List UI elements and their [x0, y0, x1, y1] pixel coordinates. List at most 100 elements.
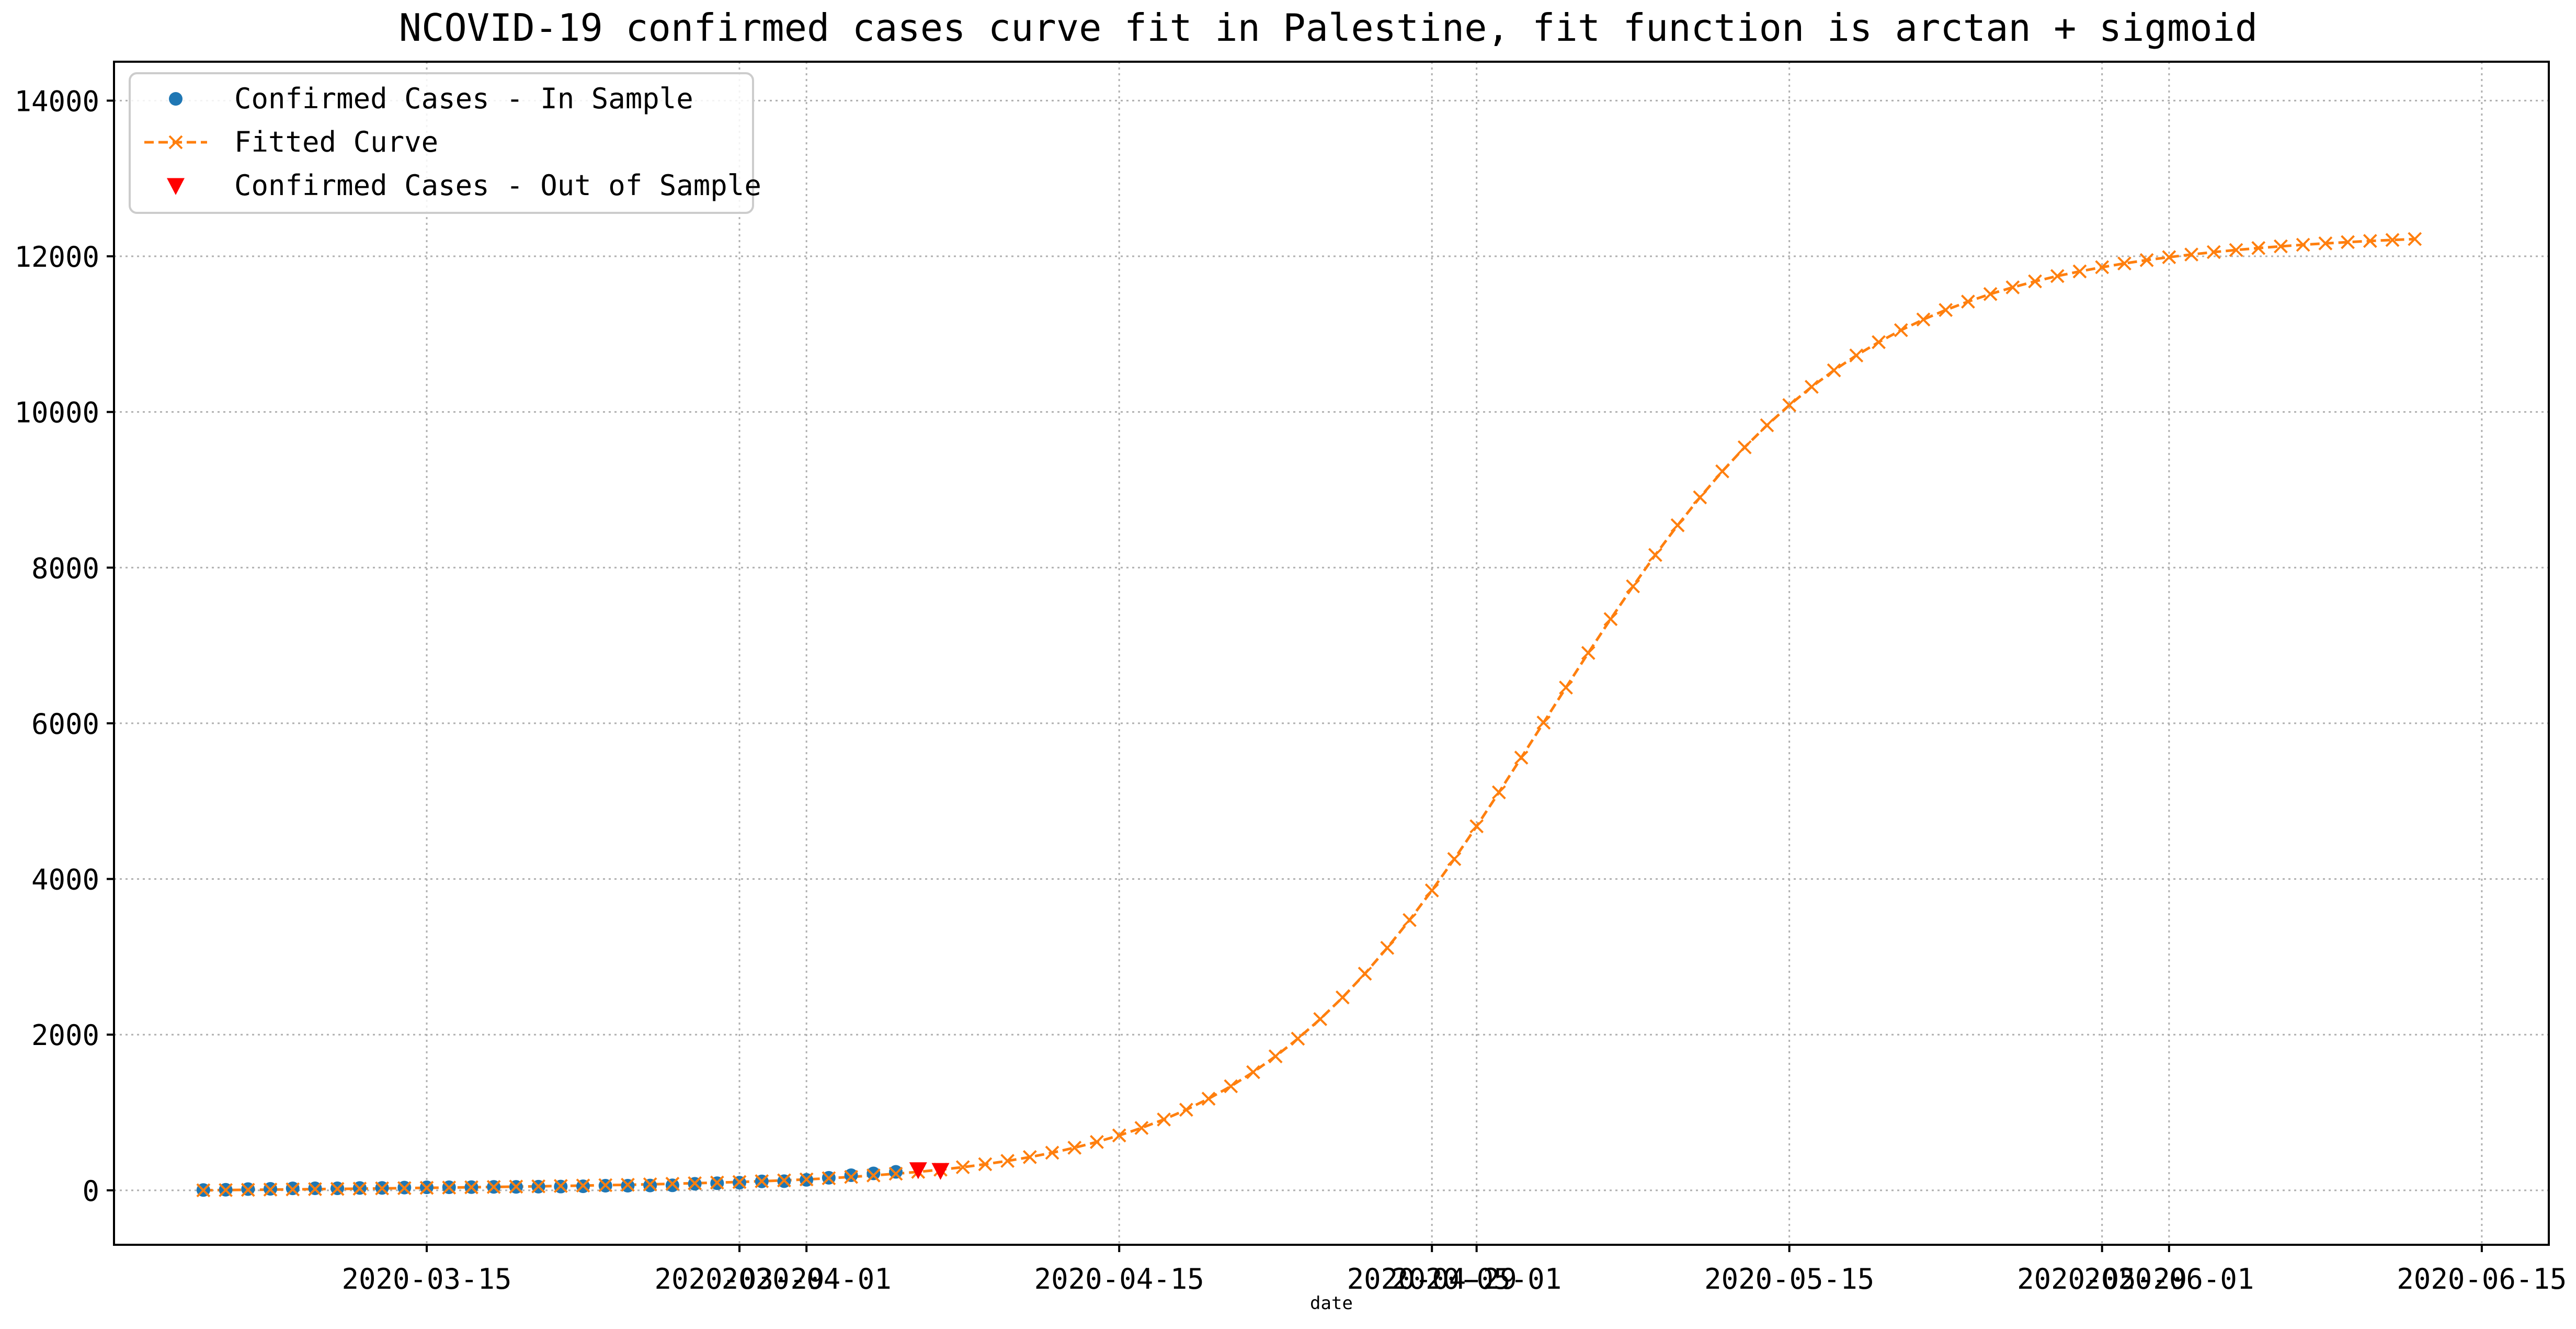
legend-item-fitted-curve: Fitted Curve	[144, 126, 438, 158]
fitted-curve-marker	[2341, 235, 2355, 249]
fitted-curve-marker	[866, 1168, 881, 1183]
fitted-curve-marker	[1693, 490, 1707, 505]
x-axis-label: date	[1310, 1293, 1353, 1314]
x-tick-label: 2020-04-01	[722, 1263, 892, 1296]
fitted-curve-marker	[1737, 440, 1752, 455]
fitted-curve-marker	[1291, 1031, 1305, 1046]
fitted-curve-marker	[978, 1157, 993, 1172]
y-tick-label: 6000	[31, 708, 99, 741]
fitted-curve-marker	[1648, 548, 1662, 562]
x-tick-label: 2020-03-15	[341, 1263, 511, 1296]
legend-marker-fitted-curve	[144, 135, 207, 150]
fitted-curve-marker	[1335, 990, 1350, 1005]
fitted-curve-marker	[1224, 1079, 1238, 1094]
series-layer	[196, 232, 2422, 1198]
fitted-curve-marker	[1961, 294, 1975, 309]
fitted-curve-marker	[2385, 233, 2400, 247]
y-tick-label: 14000	[14, 85, 99, 118]
legend-frame	[129, 72, 754, 214]
fitted-curve-marker	[531, 1179, 546, 1194]
axes-frame	[113, 61, 2550, 1246]
fitted-curve-marker	[2251, 241, 2266, 255]
out-of-sample-point	[931, 1163, 950, 1180]
fitted-curve-marker	[2028, 274, 2042, 289]
y-tick-label: 4000	[31, 864, 99, 896]
fitted-curve-marker	[2005, 280, 2020, 294]
grid-layer	[114, 62, 2549, 1245]
fitted-curve-marker	[665, 1176, 680, 1191]
fitted-curve-marker	[1358, 967, 1372, 981]
x-tick-label: 2020-04-15	[1034, 1263, 1204, 1296]
fitted-curve-marker	[1626, 579, 1640, 594]
fitted-curve-marker	[553, 1179, 568, 1193]
fitted-curve-marker	[1022, 1150, 1037, 1164]
fitted-curve-marker	[1313, 1012, 1328, 1026]
fitted-curve-marker	[1804, 380, 1819, 394]
fitted-curve-marker	[2273, 239, 2288, 254]
x-tick-label: 2020-03-29	[654, 1263, 824, 1296]
fitted-curve-marker	[2184, 247, 2198, 262]
fitted-curve-marker	[777, 1173, 791, 1188]
fitted-curve-marker	[2072, 264, 2087, 279]
legend: Confirmed Cases - In Sample Fitted Curve…	[129, 72, 761, 214]
fitted-curve-marker	[1782, 398, 1797, 412]
fitted-curve-marker	[442, 1180, 457, 1195]
fitted-curve-marker	[1045, 1145, 1059, 1160]
fitted-curve-marker	[2206, 245, 2221, 259]
in-sample-point	[867, 1166, 881, 1180]
in-sample-point	[889, 1165, 903, 1179]
fitted-curve-marker	[955, 1160, 970, 1175]
fitted-curve-marker	[1559, 680, 1573, 695]
fitted-curve-marker	[1894, 323, 1908, 337]
fitted-curve-marker	[688, 1176, 702, 1190]
fitted-curve-marker	[509, 1179, 523, 1194]
fitted-curve-marker	[1849, 348, 1864, 363]
fitted-curve-marker	[375, 1181, 390, 1196]
fitted-curve-marker	[1939, 303, 1953, 317]
x-tick-label: 2020-06-01	[2084, 1263, 2254, 1296]
fitted-curve-marker	[263, 1183, 278, 1197]
fitted-curve-marker	[2318, 236, 2333, 251]
out-of-sample-point	[909, 1162, 927, 1179]
fitted-curve-marker	[2139, 253, 2154, 267]
y-tick-label: 12000	[14, 241, 99, 274]
legend-swatch-out-of-sample	[167, 178, 185, 195]
fitted-curve-marker	[241, 1183, 255, 1197]
fitted-curve-marker	[286, 1182, 300, 1197]
legend-label-in-sample: Confirmed Cases - In Sample	[234, 82, 693, 115]
fitted-curve-marker	[1872, 335, 1886, 349]
fitted-curve-marker	[1514, 751, 1529, 765]
legend-label-out-of-sample: Confirmed Cases - Out of Sample	[234, 169, 761, 202]
fitted-curve-marker	[2095, 260, 2110, 275]
legend-swatch-fitted-marker	[168, 135, 183, 150]
x-tick-label: 2020-05-01	[1392, 1263, 1561, 1296]
fitted-curve-marker	[844, 1169, 859, 1184]
fitted-curve-marker	[1134, 1121, 1149, 1135]
legend-swatch-in-sample	[169, 92, 183, 106]
fitted-curve-marker	[1268, 1049, 1283, 1064]
fitted-curve-marker	[1112, 1128, 1126, 1143]
y-tick-label: 2000	[31, 1019, 99, 1052]
fitted-curve-marker	[822, 1171, 836, 1186]
fitted-curve-marker	[2296, 237, 2310, 252]
fitted-curve-marker	[1827, 363, 1841, 378]
fitted-curve-marker	[2229, 243, 2243, 257]
fitted-curve-marker	[464, 1180, 478, 1195]
fitted-curve-marker	[419, 1180, 434, 1195]
fitted-curve-marker	[1067, 1141, 1082, 1155]
fitted-curve-marker	[799, 1172, 814, 1187]
x-tick-label: 2020-04-29	[1347, 1263, 1517, 1296]
fitted-curve-marker	[755, 1174, 769, 1188]
fitted-curve-marker	[1603, 612, 1618, 627]
fitted-curve-marker	[397, 1181, 412, 1196]
chart-title: NCOVID-19 confirmed cases curve fit in P…	[399, 6, 2258, 50]
in-sample-point	[665, 1178, 679, 1192]
fitted-curve-marker	[1424, 883, 1439, 898]
y-tick-label: 0	[82, 1175, 99, 1208]
fitted-curve-marker	[2408, 232, 2422, 246]
fitted-curve-marker	[1380, 940, 1395, 955]
x-tick-label: 2020-05-15	[1704, 1263, 1874, 1296]
fitted-curve-marker	[1983, 287, 1998, 301]
